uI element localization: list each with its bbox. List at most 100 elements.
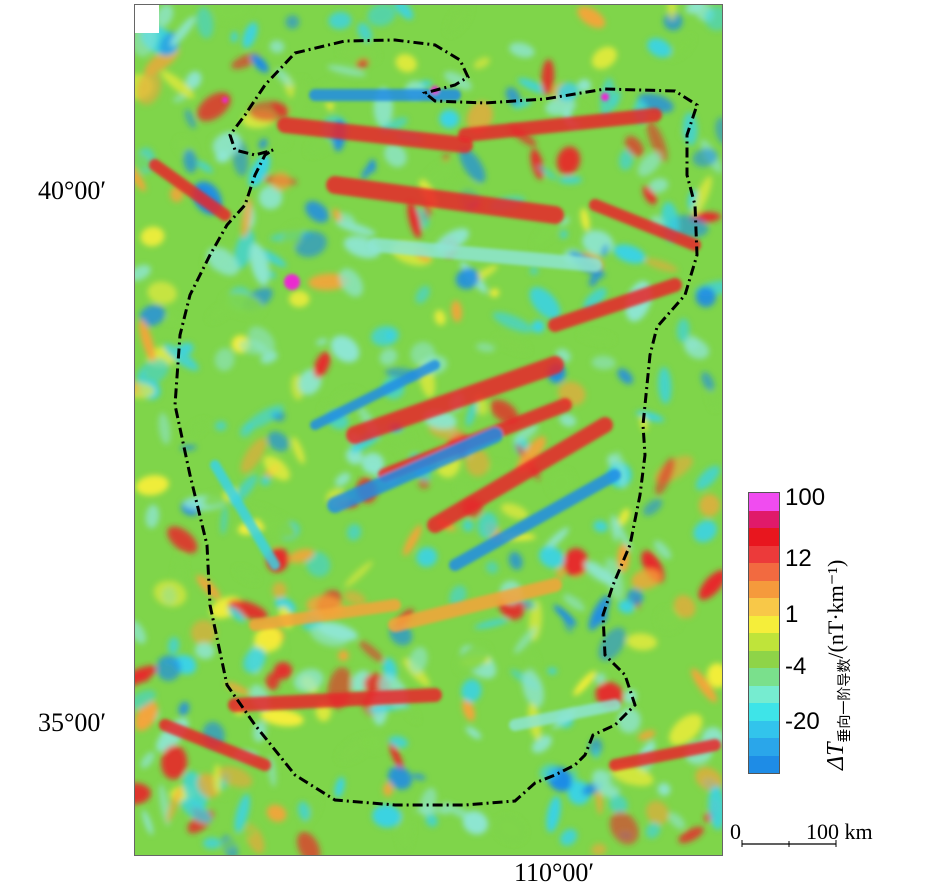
anomaly-blob [434,309,446,326]
anomaly-blob [595,673,606,685]
anomaly-blob [583,287,607,311]
anomaly-blob [560,828,578,846]
anomaly-blob [563,616,574,633]
anomaly-blob [591,355,616,370]
anomaly-trend [548,278,682,332]
anomaly-trend [149,159,231,221]
anomaly-blob [254,626,283,653]
anomaly-blob [155,655,181,681]
anomaly-trend [368,238,602,272]
anomaly-blob [704,6,722,31]
colorbar-swatch [749,563,779,581]
anomaly-trend [159,719,271,771]
colorbar-swatch [749,598,779,616]
anomaly-blob [489,288,500,298]
anomaly-blob [338,43,379,64]
anomaly-blob [240,437,267,474]
anomaly-blob [547,667,557,675]
anomaly-blob [545,96,576,116]
anomaly-blob [308,273,350,291]
anomaly-blob [258,185,283,210]
anomaly-blob [618,508,630,526]
anomaly-blob [555,566,566,581]
anomaly-blob [388,741,405,773]
anomaly-blob [196,6,214,39]
colorbar-swatch [749,493,779,511]
anomaly-blob [220,505,228,535]
anomaly-blob [344,560,373,588]
anomaly-blob [695,465,721,490]
anomaly-blob [530,148,544,180]
anomaly-blob [462,519,474,532]
anomaly-blob [165,786,182,824]
anomaly-blob [184,109,197,129]
anomaly-blob [611,764,654,787]
anomaly-blob [495,335,530,353]
anomaly-blob [387,766,412,790]
anomaly-blob [611,515,632,552]
colorbar-swatch [749,580,779,598]
anomaly-blob [135,150,153,171]
anomaly-blob [614,451,627,489]
anomaly-blob [642,185,657,205]
anomaly-blob [691,668,717,703]
anomaly-blob [577,6,606,29]
anomaly-blob [138,319,156,362]
anomaly-blob [372,804,402,828]
anomaly-blob [577,79,592,92]
anomaly-blob [343,590,366,606]
anomaly-blob [161,745,188,780]
anomaly-blob [646,121,668,162]
anomaly-blob [514,626,538,654]
anomaly-blob [202,837,222,850]
anomaly-blob [359,640,385,663]
anomaly-blob [613,244,646,264]
anomaly-blob [465,726,482,740]
anomaly-blob [692,148,718,167]
anomaly-blob [562,594,586,612]
anomaly-blob [361,452,385,474]
anomaly-blob [271,171,291,192]
anomaly-blob [655,457,675,496]
anomaly-blob [178,701,190,716]
anomaly-blob [305,200,329,223]
colorbar-swatch [749,668,779,686]
anomaly-blob [637,151,662,177]
anomaly-blob [446,5,471,35]
anomaly-blob [419,787,437,817]
anomaly-blob [647,38,672,58]
anomaly-trend [509,699,621,731]
anomaly-blob [571,768,578,802]
anomaly-trend [228,688,442,712]
anomaly-blob [517,78,550,95]
anomaly-blob [165,313,178,323]
anomaly-blob [163,343,199,371]
anomaly-blob [657,783,671,796]
anomaly-blob [218,827,257,851]
anomaly-blob [305,551,331,577]
anomaly-blob [228,600,268,620]
anomaly-blob [673,595,696,619]
anomaly-blob [563,548,589,577]
anomaly-blob [140,751,155,769]
anomaly-blob [136,70,162,106]
anomaly-blob [669,713,703,746]
anomaly-trend [589,199,701,251]
anomaly-blob [559,229,568,239]
colorbar-tick-minus-20: -20 [785,708,820,735]
anomaly-blob [508,551,523,570]
anomaly-blob [601,244,609,258]
scale-zero-label: 0 [730,819,741,844]
anomaly-blob [346,523,362,541]
scale-bar [741,840,837,847]
anomaly-blob [328,11,352,30]
anomaly-blob [231,31,238,43]
anomaly-blob [367,5,396,27]
anomaly-blob [260,351,278,364]
anomaly-blob [583,561,616,586]
anomaly-blob [397,809,413,849]
anomaly-blob [335,472,351,487]
anomaly-blob [442,154,450,162]
anomaly-blob [474,618,509,629]
anomaly-blob [573,670,597,696]
